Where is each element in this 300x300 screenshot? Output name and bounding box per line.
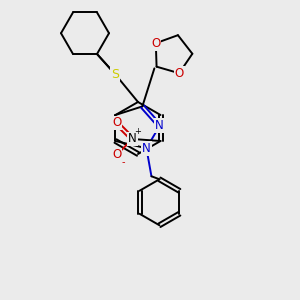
Text: -: -	[122, 157, 125, 167]
Text: +: +	[134, 128, 141, 136]
Text: N: N	[128, 133, 137, 146]
Text: O: O	[175, 67, 184, 80]
Text: O: O	[112, 116, 121, 130]
Text: S: S	[111, 68, 119, 80]
Text: O: O	[112, 148, 121, 161]
Text: O: O	[151, 37, 160, 50]
Text: N: N	[142, 142, 151, 155]
Text: N: N	[155, 119, 164, 132]
